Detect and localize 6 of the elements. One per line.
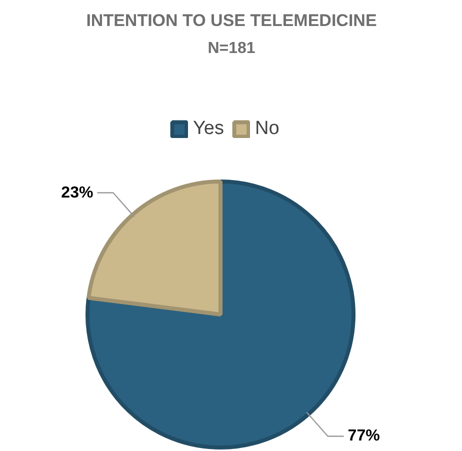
chart-subtitle: N=181 (208, 40, 256, 57)
legend-label: No (255, 118, 280, 140)
data-label: 23% (61, 184, 94, 202)
data-label: 77% (348, 428, 380, 445)
legend-label: Yes (193, 118, 224, 140)
chart-title: INTENTION TO USE TELEMEDICINE (86, 11, 377, 30)
